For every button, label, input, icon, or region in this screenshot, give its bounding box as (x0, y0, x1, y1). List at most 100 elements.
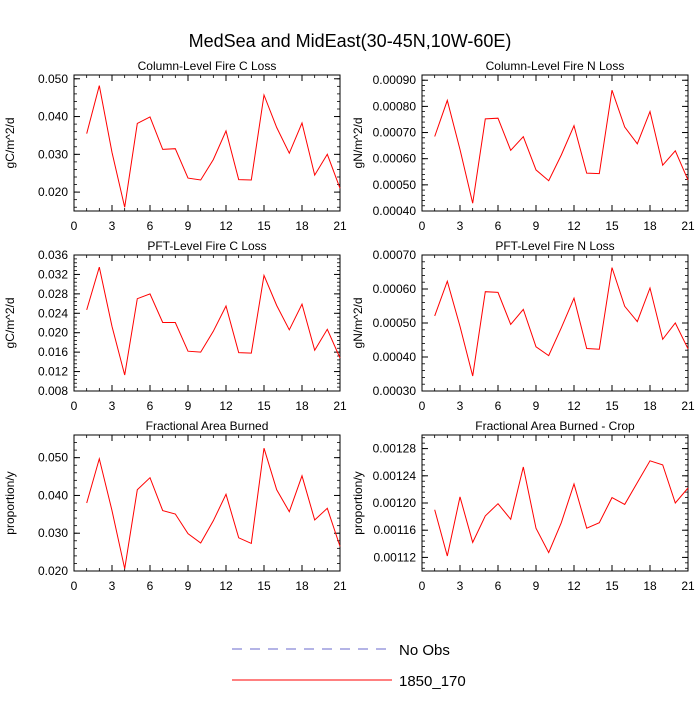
y-tick-label: 0.00050 (373, 178, 417, 192)
x-tick-label: 0 (419, 219, 426, 233)
series-line-1850-170 (434, 90, 689, 204)
chart-title: Column-Level Fire C Loss (138, 59, 277, 73)
plot-frame (73, 434, 341, 572)
x-tick-label: 3 (109, 219, 116, 233)
x-tick-label: 18 (643, 219, 657, 233)
y-tick-label: 0.00040 (373, 350, 417, 364)
y-tick-label: 0.050 (38, 451, 68, 465)
x-tick-label: 6 (495, 399, 502, 413)
series-line-1850-170 (434, 460, 689, 557)
x-tick-label: 12 (567, 399, 581, 413)
legend: No Obs 1850_170 (232, 642, 466, 690)
y-tick-label: 0.020 (38, 564, 68, 578)
chart-title: PFT-Level Fire C Loss (147, 239, 266, 253)
x-tick-label: 18 (643, 399, 657, 413)
x-tick-label: 15 (257, 399, 271, 413)
x-tick-label: 18 (295, 219, 309, 233)
plot-frame (73, 254, 341, 392)
y-tick-label: 0.00090 (373, 73, 417, 87)
y-axis-label: gN/m^2/d (351, 298, 365, 349)
y-tick-label: 0.00040 (373, 204, 417, 218)
x-tick-label: 3 (457, 579, 464, 593)
y-tick-label: 0.016 (38, 345, 68, 359)
x-tick-label: 21 (333, 219, 347, 233)
x-tick-label: 9 (533, 219, 540, 233)
y-tick-label: 0.030 (38, 526, 68, 540)
plot-frame (421, 74, 689, 212)
y-axis-label: gN/m^2/d (351, 118, 365, 169)
y-tick-label: 0.020 (38, 185, 68, 199)
x-tick-label: 0 (71, 399, 78, 413)
chart-title: Column-Level Fire N Loss (486, 59, 625, 73)
series-line-1850-170 (86, 266, 341, 376)
y-tick-label: 0.00070 (373, 248, 417, 262)
x-tick-label: 6 (495, 219, 502, 233)
x-tick-label: 6 (147, 579, 154, 593)
x-tick-label: 3 (109, 579, 116, 593)
y-tick-label: 0.00060 (373, 152, 417, 166)
figure-title: MedSea and MidEast(30-45N,10W-60E) (189, 31, 512, 51)
series-line-1850-170 (86, 85, 341, 208)
x-tick-label: 21 (333, 399, 347, 413)
x-tick-label: 9 (185, 579, 192, 593)
x-tick-label: 21 (681, 399, 695, 413)
y-tick-label: 0.00080 (373, 99, 417, 113)
y-axis-label: gC/m^2/d (3, 118, 17, 169)
x-tick-label: 21 (333, 579, 347, 593)
y-axis-label: proportion/y (351, 471, 365, 534)
x-tick-label: 0 (419, 399, 426, 413)
y-tick-label: 0.012 (38, 365, 68, 379)
y-tick-label: 0.024 (38, 306, 68, 320)
series-line-1850-170 (86, 448, 341, 569)
y-tick-label: 0.00128 (373, 442, 417, 456)
y-tick-label: 0.028 (38, 287, 68, 301)
legend-label-1850-170: 1850_170 (399, 673, 466, 690)
x-tick-label: 12 (567, 579, 581, 593)
x-tick-label: 3 (109, 399, 116, 413)
chart-panel-4: PFT-Level Fire N Loss gN/m^2/d 0 3 6 9 12 15 18 2… (351, 239, 695, 413)
chart-title: Fractional Area Burned - Crop (475, 419, 635, 433)
x-tick-label: 12 (219, 399, 233, 413)
x-tick-label: 15 (605, 219, 619, 233)
chart-panel-2: Column-Level Fire N Loss gN/m^2/d 0 3 6 9 12 15… (351, 59, 695, 233)
y-tick-label: 0.00116 (374, 523, 417, 537)
chart-panel-5: Fractional Area Burned proportion/y 0 3 6 9 12… (3, 419, 347, 593)
y-tick-label: 0.036 (38, 248, 68, 262)
chart-title: PFT-Level Fire N Loss (495, 239, 614, 253)
x-tick-label: 6 (495, 579, 502, 593)
x-tick-label: 3 (457, 219, 464, 233)
chart-title: Fractional Area Burned (146, 419, 269, 433)
x-tick-label: 12 (567, 219, 581, 233)
series-line-1850-170 (434, 267, 689, 377)
x-tick-label: 9 (533, 399, 540, 413)
y-tick-label: 0.040 (38, 110, 68, 124)
chart-panel-1: Column-Level Fire C Loss gC/m^2/d 0 3 6 9 12 15… (3, 59, 347, 233)
x-tick-label: 15 (605, 579, 619, 593)
x-tick-label: 6 (147, 399, 154, 413)
x-tick-label: 18 (295, 579, 309, 593)
x-tick-label: 6 (147, 219, 154, 233)
y-tick-label: 0.00050 (373, 316, 417, 330)
x-tick-label: 18 (295, 399, 309, 413)
y-tick-label: 0.00120 (373, 496, 417, 510)
x-tick-label: 12 (219, 219, 233, 233)
x-tick-label: 21 (681, 579, 695, 593)
panels: Column-Level Fire C Loss gC/m^2/d 0 3 6 9 12 15… (3, 59, 695, 593)
x-tick-label: 9 (185, 219, 192, 233)
x-tick-label: 3 (457, 399, 464, 413)
y-tick-label: 0.030 (38, 147, 68, 161)
x-tick-label: 9 (533, 579, 540, 593)
y-tick-label: 0.008 (38, 384, 68, 398)
x-tick-label: 15 (605, 399, 619, 413)
y-tick-label: 0.00124 (373, 469, 417, 483)
x-tick-label: 0 (71, 579, 78, 593)
y-axis-label: proportion/y (3, 471, 17, 534)
chart-panel-6: Fractional Area Burned - Crop proportion/… (351, 419, 695, 593)
x-tick-label: 0 (419, 579, 426, 593)
chart-panel-3: PFT-Level Fire C Loss gC/m^2/d 0 3 6 9 12 15 18 2… (3, 239, 347, 413)
y-tick-label: 0.00070 (373, 126, 417, 140)
x-tick-label: 15 (257, 579, 271, 593)
y-tick-label: 0.050 (38, 72, 68, 86)
legend-label-no-obs: No Obs (399, 642, 450, 659)
